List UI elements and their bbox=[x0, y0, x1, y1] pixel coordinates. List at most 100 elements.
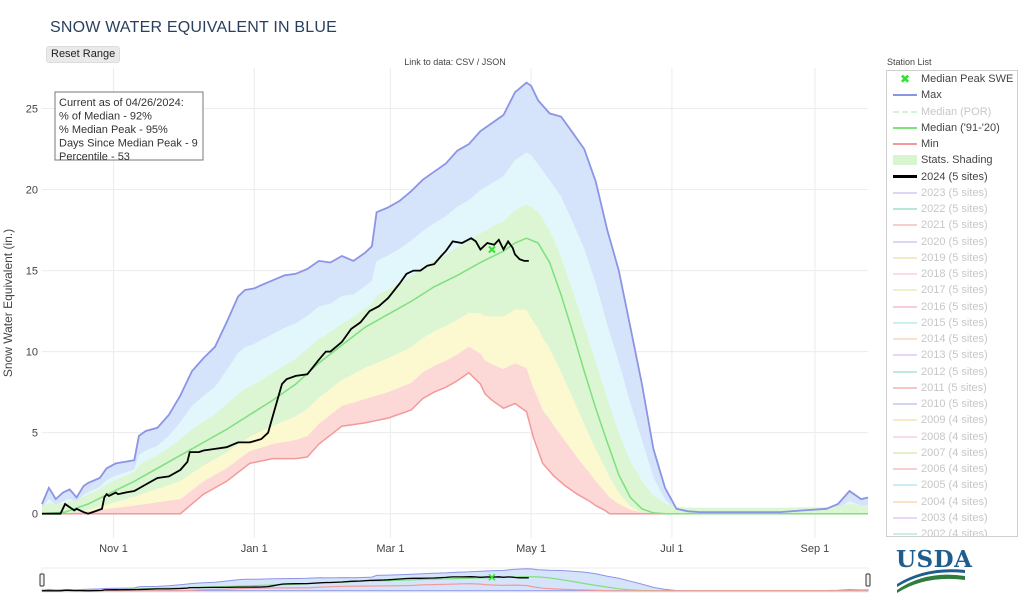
legend-item[interactable]: Median (POR) bbox=[887, 104, 1017, 120]
csv-link[interactable]: CSV bbox=[455, 57, 475, 67]
legend-swatch-icon bbox=[893, 91, 917, 99]
legend-item[interactable]: 2003 (4 sites) bbox=[887, 510, 1017, 526]
x-tick-label: Mar 1 bbox=[376, 543, 404, 555]
x-tick-label: Sep 1 bbox=[801, 543, 830, 555]
reset-range-button[interactable]: Reset Range bbox=[46, 46, 121, 63]
legend-label: 2016 (5 sites) bbox=[921, 300, 988, 313]
info-box-line: Percentile - 53 bbox=[59, 151, 130, 163]
legend-swatch-icon bbox=[893, 416, 917, 424]
legend-item[interactable]: Stats. Shading bbox=[887, 152, 1017, 168]
legend-item[interactable]: 2019 (5 sites) bbox=[887, 250, 1017, 266]
legend-item[interactable]: 2004 (4 sites) bbox=[887, 494, 1017, 510]
legend-swatch-icon bbox=[893, 254, 917, 262]
legend-label: Min bbox=[921, 138, 939, 150]
legend-item[interactable]: 2014 (5 sites) bbox=[887, 331, 1017, 347]
legend-label: 2008 (4 sites) bbox=[921, 430, 988, 443]
legend-label: 2015 (5 sites) bbox=[921, 316, 988, 329]
legend-item[interactable]: 2013 (5 sites) bbox=[887, 347, 1017, 363]
x-tick-label: Jul 1 bbox=[660, 543, 683, 555]
info-box-line: % of Median - 92% bbox=[59, 111, 152, 123]
legend-swatch-icon bbox=[893, 205, 917, 213]
range-slider-left-handle[interactable] bbox=[39, 573, 45, 587]
legend-label: 2003 (4 sites) bbox=[921, 511, 988, 524]
legend-swatch-icon: ✖ bbox=[899, 72, 911, 86]
series-lines bbox=[41, 81, 869, 515]
legend-item[interactable]: 2002 (4 sites) bbox=[887, 526, 1017, 537]
legend-swatch-icon bbox=[893, 351, 917, 359]
y-tick-label: 25 bbox=[26, 104, 38, 116]
station-list-title: Station List bbox=[887, 57, 932, 67]
range-slider[interactable] bbox=[39, 567, 871, 593]
legend-swatch-icon bbox=[893, 189, 917, 197]
legend-item[interactable]: 2015 (5 sites) bbox=[887, 315, 1017, 331]
legend-label: 2010 (5 sites) bbox=[921, 398, 988, 410]
legend-label: 2006 (4 sites) bbox=[921, 463, 988, 475]
legend-item[interactable]: 2012 (5 sites) bbox=[887, 364, 1017, 380]
legend-item[interactable]: Min bbox=[887, 136, 1017, 152]
legend-item[interactable]: 2021 (5 sites) bbox=[887, 217, 1017, 233]
legend-label: 2017 (5 sites) bbox=[921, 284, 988, 297]
legend-swatch-icon bbox=[893, 270, 917, 278]
legend-label: 2018 (5 sites) bbox=[921, 268, 988, 280]
legend-swatch-icon bbox=[893, 514, 917, 522]
legend-item[interactable]: 2008 (4 sites) bbox=[887, 429, 1017, 445]
y-tick-label: 10 bbox=[26, 347, 38, 359]
legend-swatch-icon bbox=[893, 465, 917, 473]
legend-item[interactable]: 2023 (5 sites) bbox=[887, 185, 1017, 201]
legend-label: Max bbox=[921, 89, 942, 102]
json-link[interactable]: JSON bbox=[481, 57, 506, 67]
legend-item[interactable]: 2018 (5 sites) bbox=[887, 266, 1017, 282]
legend-item[interactable]: 2022 (5 sites) bbox=[887, 201, 1017, 217]
y-tick-label: 20 bbox=[26, 185, 38, 197]
legend-item[interactable]: 2011 (5 sites) bbox=[887, 380, 1017, 396]
usda-logo-text: USDA bbox=[896, 546, 973, 573]
legend-label: 2022 (5 sites) bbox=[921, 203, 988, 215]
legend-label: 2007 (4 sites) bbox=[921, 446, 988, 459]
legend-swatch-icon bbox=[893, 221, 917, 229]
legend-item[interactable]: Median ('91-'20) bbox=[887, 120, 1017, 136]
legend-swatch-icon bbox=[893, 238, 917, 246]
legend-label: 2023 (5 sites) bbox=[921, 186, 988, 199]
legend-item[interactable]: 2006 (4 sites) bbox=[887, 461, 1017, 477]
shade-max-p90 bbox=[42, 82, 868, 513]
shade-p10-min bbox=[42, 346, 868, 514]
legend-label: Median (POR) bbox=[921, 105, 992, 118]
legend-swatch-icon bbox=[893, 498, 917, 506]
legend-swatch-icon bbox=[893, 303, 917, 311]
legend-label: 2004 (4 sites) bbox=[921, 495, 988, 508]
legend-item[interactable]: 2024 (5 sites) bbox=[887, 169, 1017, 185]
legend-item[interactable]: 2007 (4 sites) bbox=[887, 445, 1017, 461]
chart-title: SNOW WATER EQUIVALENT IN BLUE bbox=[50, 19, 338, 36]
legend-swatch-icon bbox=[893, 335, 917, 343]
legend-swatch-icon bbox=[893, 124, 917, 132]
legend-label: 2012 (5 sites) bbox=[921, 365, 988, 378]
legend-item[interactable]: ✖ Median Peak SWE bbox=[887, 71, 1017, 87]
legend-label: 2002 (4 sites) bbox=[921, 528, 988, 537]
legend-item[interactable]: 2010 (5 sites) bbox=[887, 396, 1017, 412]
legend-item[interactable]: 2017 (5 sites) bbox=[887, 282, 1017, 298]
legend-swatch-icon bbox=[893, 400, 917, 408]
swe-chart[interactable]: 0 5 10 15 20 25 Nov 1 Jan 1 Mar 1 May 1 Jul 1 Sep 1… bbox=[0, 0, 880, 597]
legend-label: Median ('91-'20) bbox=[921, 121, 1000, 134]
shade-p70-p30 bbox=[42, 204, 868, 514]
legend-label: 2021 (5 sites) bbox=[921, 219, 988, 232]
legend-label: 2005 (4 sites) bbox=[921, 479, 988, 492]
series-line-2024 bbox=[42, 237, 529, 515]
legend-label: 2019 (5 sites) bbox=[921, 251, 988, 264]
legend-item[interactable]: 2005 (4 sites) bbox=[887, 477, 1017, 493]
legend-item[interactable]: 2009 (4 sites) bbox=[887, 412, 1017, 428]
series-line-median bbox=[41, 237, 868, 515]
legend-swatch-icon bbox=[893, 286, 917, 294]
legend-label: 2024 (5 sites) bbox=[921, 170, 988, 183]
series-line-max bbox=[41, 81, 869, 513]
legend-swatch-icon bbox=[893, 433, 917, 441]
legend-swatch-icon bbox=[893, 173, 917, 181]
info-box: Current as of 04/26/2024: % of Median - 9… bbox=[54, 91, 204, 163]
range-slider-right-handle[interactable] bbox=[865, 573, 871, 587]
info-box-line: Days Since Median Peak - 9 bbox=[59, 138, 198, 150]
legend-item[interactable]: 2020 (5 sites) bbox=[887, 234, 1017, 250]
x-tick-label: Nov 1 bbox=[99, 543, 128, 555]
legend: ✖ Median Peak SWE Max Median (POR) Median ('… bbox=[886, 70, 1018, 537]
legend-item[interactable]: Max bbox=[887, 87, 1017, 103]
legend-item[interactable]: 2016 (5 sites) bbox=[887, 299, 1017, 315]
